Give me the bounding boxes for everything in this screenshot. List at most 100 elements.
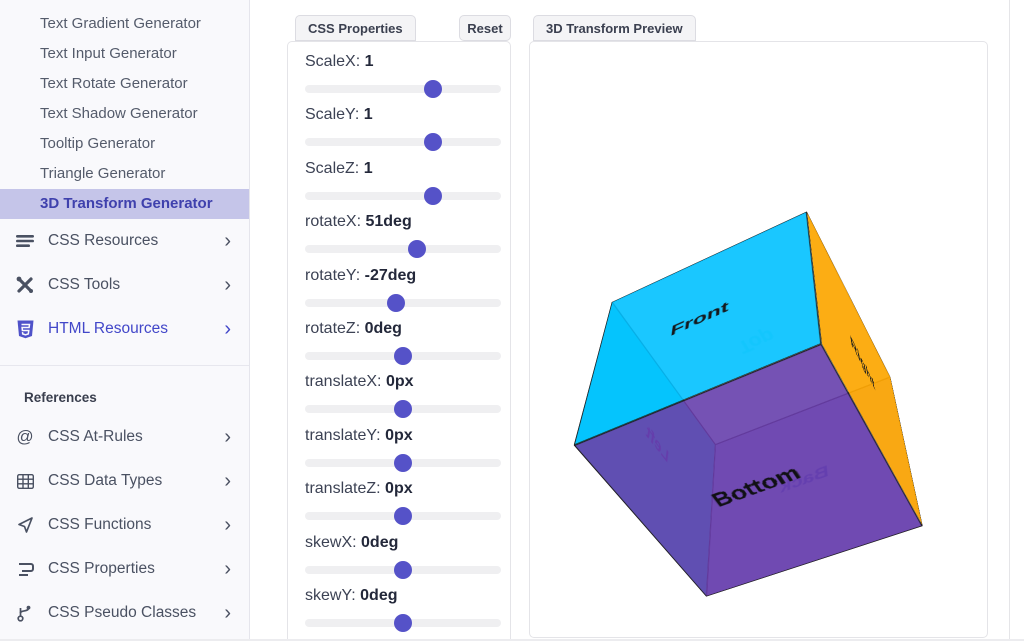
slider-thumb[interactable] (394, 346, 412, 365)
sidebar-item-label: CSS Resources (48, 232, 159, 249)
scrollbar-track[interactable] (1009, 0, 1010, 641)
slider-value: 0deg (364, 319, 402, 337)
sidebar-item-html-resources[interactable]: HTML Resources › (0, 307, 249, 351)
sidebar-item-generator-0[interactable]: Text Gradient Generator (40, 15, 201, 32)
slider-track[interactable] (305, 85, 501, 93)
tools-icon (14, 274, 36, 296)
slider-thumb[interactable] (394, 560, 412, 579)
page-bottom-divider (0, 639, 1024, 641)
chevron-right-icon: › (224, 274, 231, 296)
references-header: References (24, 390, 97, 405)
slider[interactable] (305, 399, 501, 419)
slider-value: 0deg (360, 586, 398, 604)
sidebar-item-generator-1[interactable]: Text Input Generator (40, 45, 177, 62)
slider[interactable] (305, 186, 501, 206)
pseudo-classes-icon (14, 602, 36, 624)
sidebar-item-generator-6[interactable]: 3D Transform Generator (0, 189, 249, 219)
slider-label: rotateY: -27deg (305, 266, 417, 284)
slider-value: 1 (363, 159, 373, 177)
css-properties-panel-title: CSS Properties (295, 15, 416, 41)
slider-value: 0px (385, 373, 414, 391)
sidebar-item-generator-3[interactable]: Text Shadow Generator (40, 105, 198, 122)
chevron-right-icon: › (224, 230, 231, 252)
slider-value: 51deg (365, 213, 412, 231)
slider-thumb[interactable] (407, 240, 426, 259)
slider-thumb[interactable] (387, 293, 406, 312)
slider-value: 0px (385, 480, 413, 498)
slider[interactable] (305, 453, 501, 473)
preview-panel-title: 3D Transform Preview (533, 15, 696, 41)
slider-group-skewx: skewX: 0deg (305, 534, 501, 587)
slider-thumb[interactable] (394, 613, 412, 632)
slider-value: 1 (363, 106, 373, 124)
sidebar-item-label: CSS Pseudo Classes (48, 604, 197, 621)
slider-label: translateY: 0px (305, 426, 413, 444)
sidebar-item-css-pseudo-classes[interactable]: CSS Pseudo Classes › (0, 591, 249, 635)
functions-icon (14, 514, 36, 536)
slider-group-rotatex: rotateX: 51deg (305, 213, 501, 266)
sidebar-item-generator-4[interactable]: Tooltip Generator (40, 135, 156, 152)
slider-list: ScaleX: 1 ScaleY: 1 ScaleZ: 1 rotateX: 51de… (305, 53, 501, 640)
slider-label: skewX: 0deg (305, 533, 399, 551)
slider[interactable] (305, 293, 501, 313)
slider-track[interactable] (305, 138, 501, 147)
table-icon (14, 470, 36, 492)
reset-button[interactable]: Reset (459, 15, 511, 41)
slider-group-scalez: ScaleZ: 1 (305, 160, 501, 213)
chevron-right-icon: › (224, 602, 231, 624)
cube-scene: Front Back Right Left Top Bottom (573, 211, 923, 597)
sidebar-item-css-properties[interactable]: CSS Properties › (0, 547, 249, 591)
slider[interactable] (305, 132, 501, 152)
slider[interactable] (305, 239, 501, 259)
slider-group-translatey: translateY: 0px (305, 427, 501, 480)
slider-group-rotatez: rotateZ: 0deg (305, 320, 501, 373)
slider-label: ScaleX: 1 (305, 53, 374, 70)
slider-group-rotatey: rotateY: -27deg (305, 267, 501, 320)
slider-label: skewY: 0deg (305, 586, 398, 604)
chevron-right-icon: › (224, 426, 231, 448)
sidebar-item-label: CSS Properties (48, 560, 155, 577)
slider[interactable] (305, 560, 501, 580)
sidebar-item-css-resources[interactable]: CSS Resources › (0, 219, 249, 263)
slider-value: 0px (385, 426, 413, 444)
slider[interactable] (305, 79, 501, 99)
slider-group-skewy: skewY: 0deg (305, 587, 501, 640)
sidebar-item-label: CSS Functions (48, 516, 152, 533)
chevron-right-icon: › (224, 558, 231, 580)
slider-label: rotateZ: 0deg (305, 319, 402, 337)
sidebar-item-label: CSS Data Types (48, 472, 163, 489)
chevron-right-icon: › (224, 470, 231, 492)
slider-thumb[interactable] (394, 507, 412, 526)
slider-group-scalex: ScaleX: 1 (305, 53, 501, 106)
at-rules-icon: @ (16, 427, 34, 446)
slider-label: translateZ: 0px (305, 480, 413, 498)
slider-thumb[interactable] (424, 80, 443, 98)
slider-group-scaley: ScaleY: 1 (305, 106, 501, 159)
slider-thumb[interactable] (394, 453, 412, 472)
slider-label: ScaleY: 1 (305, 106, 373, 124)
slider-track[interactable] (305, 245, 501, 254)
sidebar-item-label: CSS Tools (48, 276, 121, 293)
slider-label: translateX: 0px (305, 373, 414, 391)
slider-value: -27deg (364, 266, 417, 284)
slider-thumb[interactable] (394, 400, 412, 419)
slider-group-translatex: translateX: 0px (305, 373, 501, 426)
sidebar-item-css-functions[interactable]: CSS Functions › (0, 503, 249, 547)
sidebar-item-label: HTML Resources (48, 320, 169, 337)
slider-thumb[interactable] (424, 133, 443, 152)
slider[interactable] (305, 346, 501, 366)
sidebar-item-css-tools[interactable]: CSS Tools › (0, 263, 249, 307)
slider[interactable] (305, 506, 501, 526)
cube: Front Back Right Left Top Bottom (573, 211, 923, 597)
slider-track[interactable] (305, 191, 501, 200)
sidebar-item-css-at-rules[interactable]: @ CSS At-Rules › (0, 415, 249, 459)
slider[interactable] (305, 613, 501, 633)
slider-thumb[interactable] (424, 186, 443, 205)
sidebar-item-generator-5[interactable]: Triangle Generator (40, 165, 166, 182)
sidebar-divider (0, 365, 249, 366)
sidebar-item-generator-2[interactable]: Text Rotate Generator (40, 75, 188, 92)
preview-panel: Front Back Right Left Top Bottom (529, 41, 988, 638)
slider-label: ScaleZ: 1 (305, 159, 373, 177)
sidebar-item-css-data-types[interactable]: CSS Data Types › (0, 459, 249, 503)
